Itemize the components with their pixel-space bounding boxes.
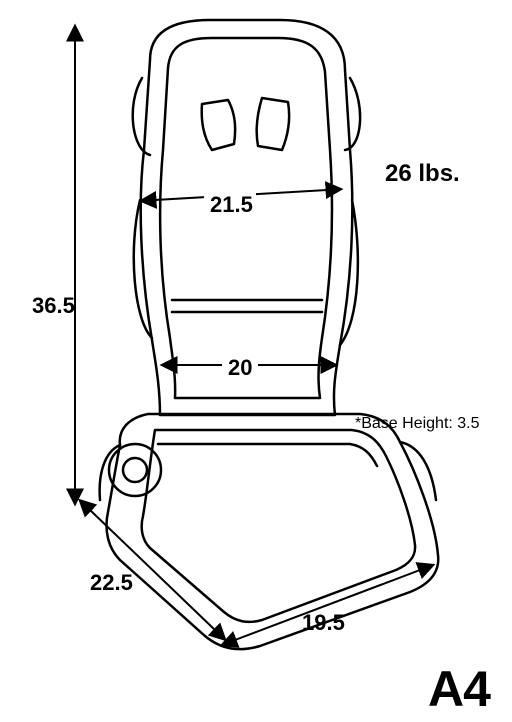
seat-diagram bbox=[0, 0, 512, 722]
dim-front-width: 19.5 bbox=[302, 610, 345, 636]
seat-outline bbox=[100, 20, 439, 649]
base-note: *Base Height: 3.5 bbox=[355, 415, 480, 433]
dim-depth: 22.5 bbox=[90, 570, 133, 596]
weight-label: 26 lbs. bbox=[385, 160, 460, 188]
dim-lower-width: 20 bbox=[228, 355, 252, 381]
model-label: A4 bbox=[428, 660, 490, 718]
dim-height: 36.5 bbox=[32, 293, 75, 319]
dimension-arrows bbox=[75, 40, 420, 640]
dim-upper-width: 21.5 bbox=[210, 192, 253, 218]
